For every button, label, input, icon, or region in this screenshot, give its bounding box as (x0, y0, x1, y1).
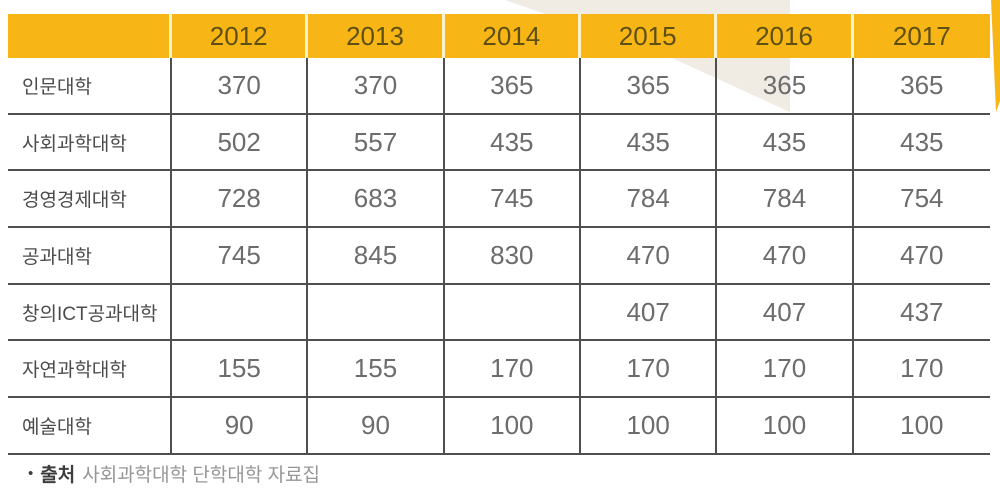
value-cell: 90 (172, 398, 309, 455)
value-cell: 100 (853, 398, 990, 455)
value-cell: 90 (308, 398, 445, 455)
value-cell: 470 (717, 228, 854, 285)
year-header-2017: 2017 (853, 14, 990, 58)
row-label: 경영경제대학 (8, 171, 172, 229)
value-cell (172, 284, 309, 342)
value-cell: 745 (172, 228, 309, 285)
value-cell (444, 284, 581, 342)
value-cell: 100 (580, 398, 718, 455)
value-cell: 435 (853, 115, 990, 172)
value-cell: 784 (717, 171, 854, 229)
value-cell: 370 (172, 58, 309, 115)
value-cell: 745 (444, 171, 581, 229)
corner-header-cell (8, 14, 172, 58)
value-cell: 155 (172, 341, 309, 399)
value-cell: 502 (172, 114, 309, 172)
value-cell: 407 (717, 284, 854, 342)
value-cell: 754 (853, 171, 990, 229)
value-cell: 784 (580, 171, 718, 229)
value-cell: 170 (580, 341, 718, 399)
year-header-2012: 2012 (172, 14, 309, 58)
value-cell: 407 (580, 284, 718, 342)
value-cell: 170 (444, 341, 581, 399)
value-cell: 557 (308, 114, 445, 172)
source-text: 사회과학대학 단학대학 자료집 (82, 465, 321, 486)
row-label: 인문대학 (8, 58, 172, 115)
value-cell: 435 (580, 114, 718, 172)
row-label: 자연과학대학 (8, 341, 172, 399)
source-label: 출처 (40, 465, 76, 486)
value-cell: 100 (444, 398, 581, 455)
year-header-2014: 2014 (444, 14, 581, 58)
value-cell (308, 284, 445, 342)
value-cell: 845 (308, 228, 445, 285)
value-cell: 470 (580, 228, 718, 285)
year-header-2015: 2015 (580, 14, 718, 58)
enrollment-table: 2012 2013 2014 2015 2016 2017 인문대학 370 3… (8, 14, 990, 455)
value-cell: 683 (308, 171, 445, 229)
value-cell: 370 (308, 58, 445, 115)
year-header-2016: 2016 (717, 14, 854, 58)
bullet-icon: • (28, 465, 34, 482)
value-cell: 155 (308, 341, 445, 399)
value-cell: 437 (853, 285, 990, 342)
value-cell: 365 (717, 58, 854, 115)
year-header-2013: 2013 (308, 14, 445, 58)
value-cell: 470 (853, 228, 990, 285)
value-cell: 100 (717, 398, 854, 455)
value-cell: 435 (717, 114, 854, 172)
row-label: 사회과학대학 (8, 114, 172, 172)
value-cell: 365 (444, 58, 581, 115)
value-cell: 830 (444, 228, 581, 285)
row-label: 예술대학 (8, 398, 172, 455)
value-cell: 170 (853, 341, 990, 399)
row-label: 창의ICT공과대학 (8, 284, 172, 342)
source-citation: • 출처 사회과학대학 단학대학 자료집 (28, 460, 320, 487)
value-cell: 435 (444, 114, 581, 172)
value-cell: 365 (853, 58, 990, 115)
value-cell: 365 (580, 58, 718, 115)
value-cell: 170 (717, 341, 854, 399)
row-label: 공과대학 (8, 228, 172, 285)
value-cell: 728 (172, 171, 309, 229)
